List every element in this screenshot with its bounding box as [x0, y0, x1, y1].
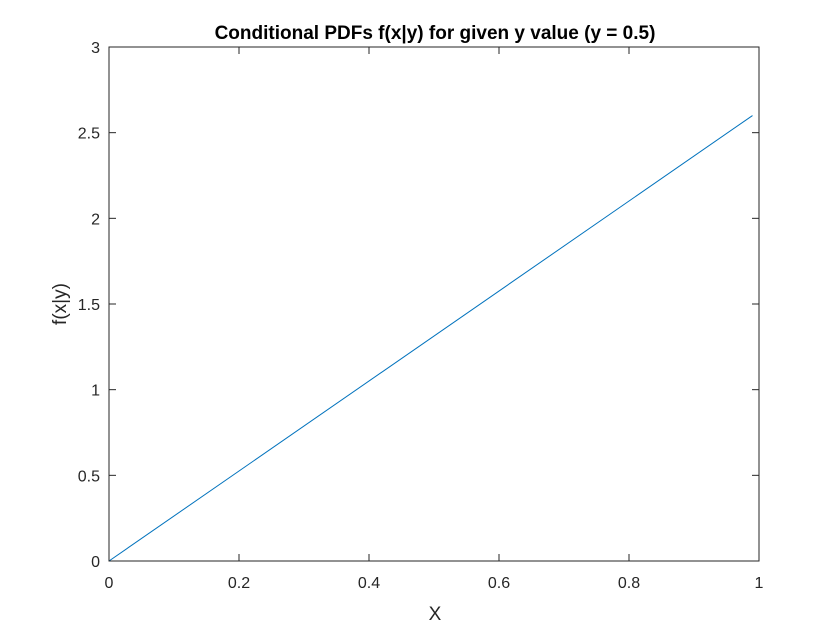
- chart-title: Conditional PDFs f(x|y) for given y valu…: [215, 23, 656, 44]
- x-tick-label: 1: [755, 575, 764, 592]
- y-tick-label: 1: [91, 383, 100, 400]
- y-tick-label: 1.5: [78, 297, 100, 314]
- y-tick-label: 2.5: [78, 126, 100, 143]
- x-axis-label: X: [429, 604, 442, 625]
- x-tick-label: 0.6: [488, 575, 510, 592]
- x-tick-label: 0: [105, 575, 114, 592]
- x-axis-tick-labels: 0 0.2 0.4 0.6 0.8 1: [105, 575, 764, 592]
- x-tick-label: 0.2: [228, 575, 250, 592]
- plot-area: [109, 47, 759, 561]
- x-tick-label: 0.8: [618, 575, 640, 592]
- y-tick-label: 2: [91, 211, 100, 228]
- y-axis-tick-labels: 0 0.5 1 1.5 2 2.5 3: [78, 40, 100, 571]
- series-line: [108, 115, 753, 562]
- y-tick-label: 0: [91, 554, 100, 571]
- y-tick-label: 3: [91, 40, 100, 57]
- series-layer: [108, 115, 753, 562]
- y-tick-label: 0.5: [78, 468, 100, 485]
- y-axis-label: f(x|y): [50, 283, 71, 325]
- plot-frame: [108, 46, 760, 562]
- x-tick-label: 0.4: [358, 575, 380, 592]
